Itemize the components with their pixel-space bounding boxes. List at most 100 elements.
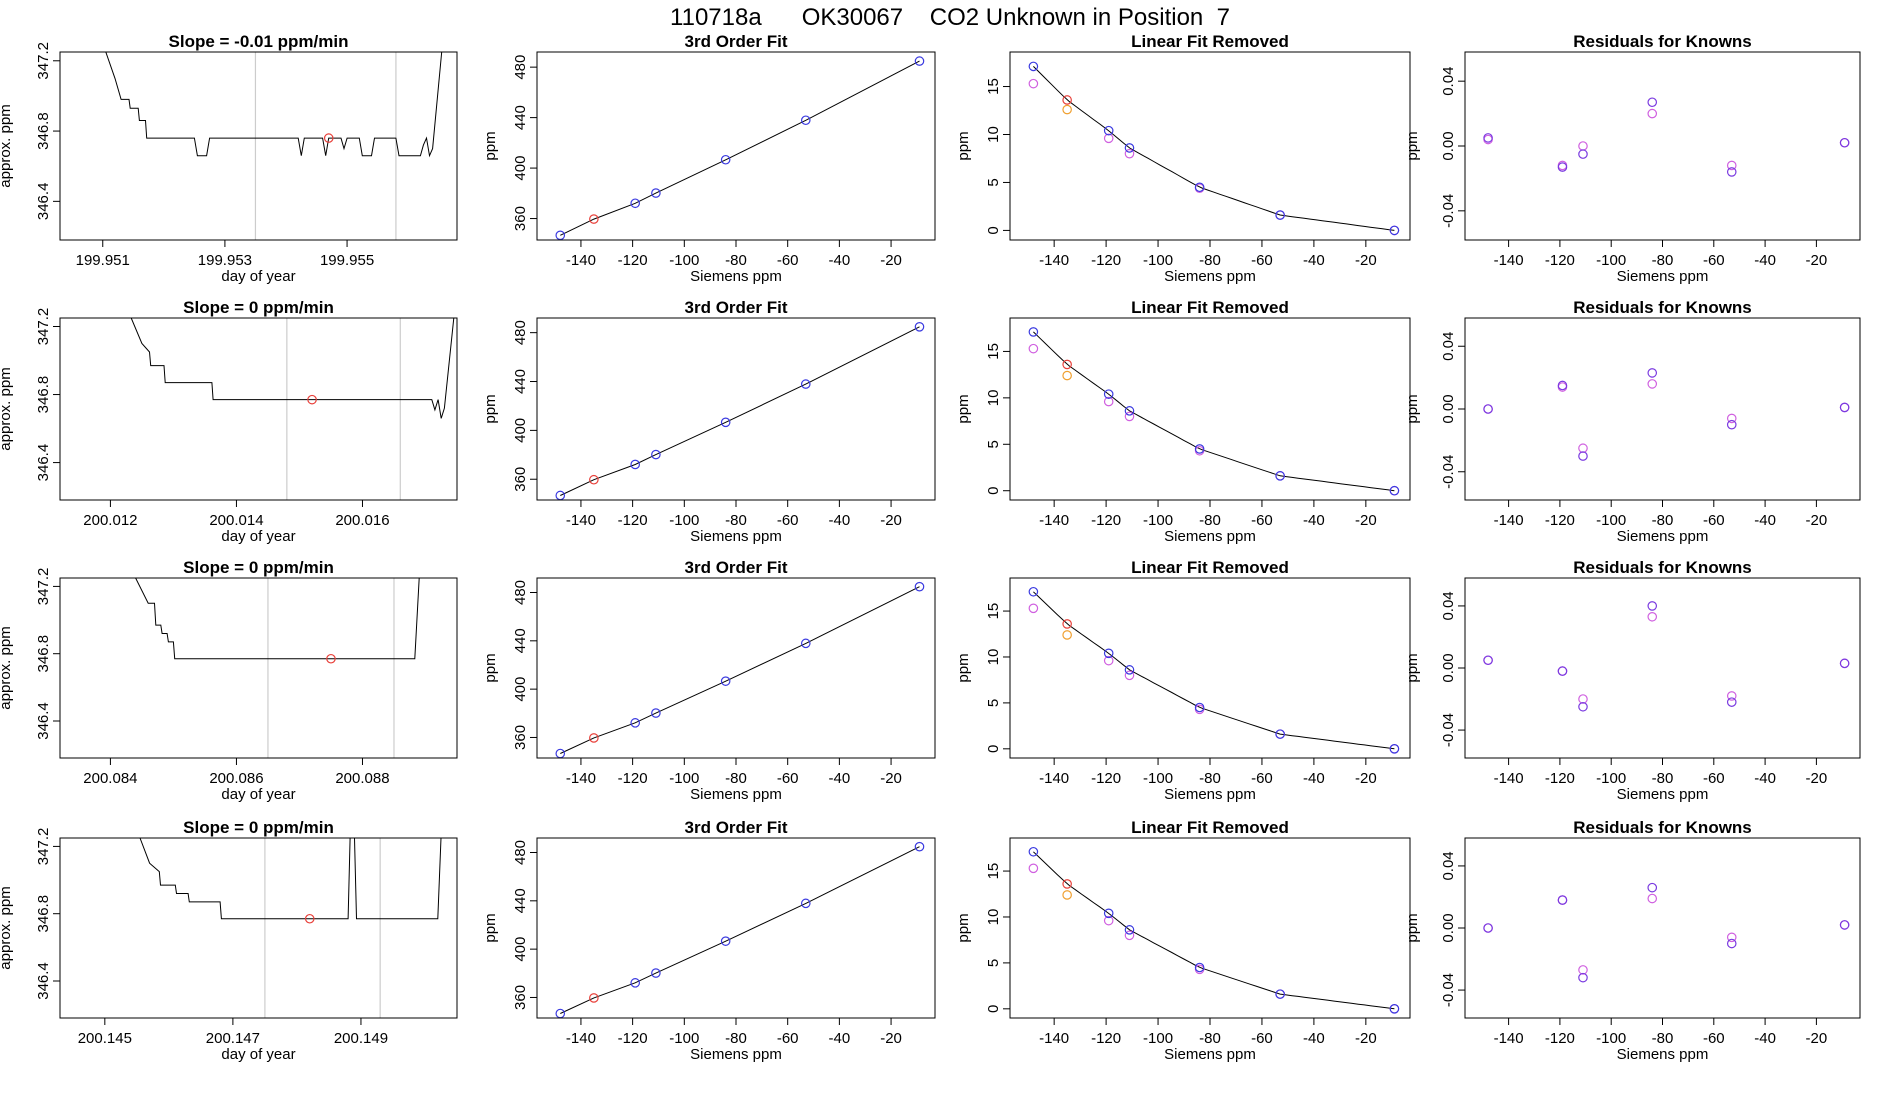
residuals-panel: Residuals for Knowns -140 -120 -100 -80 -60 -4… <box>1404 298 1861 545</box>
raw-ytick-label: 346.4 <box>35 444 52 482</box>
residuals-xtick-label: -80 <box>1652 512 1674 529</box>
residuals-xtick-label: -60 <box>1703 512 1725 529</box>
linear-removed-measured-point <box>1028 863 1039 874</box>
linear-removed-ylabel: ppm <box>955 394 972 423</box>
linear-removed-xtick-label: -60 <box>1251 252 1273 269</box>
residual-point-a <box>1647 108 1658 119</box>
fit-ytick-label: 400 <box>512 937 529 962</box>
linear-removed-xtick-label: -120 <box>1091 512 1121 529</box>
linear-removed-measured-point <box>1124 411 1135 422</box>
linear-removed-title: Linear Fit Removed <box>1131 32 1289 51</box>
fit-curve <box>560 60 920 236</box>
residual-point-b <box>1557 666 1568 676</box>
fit-known-point <box>555 490 566 501</box>
fit-xtick-label: -60 <box>777 1030 799 1047</box>
residual-point-b <box>1726 697 1737 707</box>
fit-xtick-label: -40 <box>829 512 851 529</box>
residual-point-a <box>1647 893 1658 904</box>
fit-known-point <box>630 198 641 209</box>
fit-known-point <box>630 459 641 470</box>
linear-removed-title: Linear Fit Removed <box>1131 298 1289 317</box>
fit-ytick-label: 480 <box>512 840 529 865</box>
residual-point-b <box>1647 368 1658 378</box>
raw-ytick-label: 347.2 <box>35 828 52 866</box>
linear-removed-unknown-point <box>1062 104 1072 115</box>
fit-known-point <box>555 1008 566 1019</box>
fit-xtick-label: -20 <box>880 512 902 529</box>
raw-trace-line <box>130 318 455 419</box>
residual-point-b <box>1647 97 1658 108</box>
linear-removed-panel: Linear Fit Removed -140 -120 -100 -80 -60 -40 -… <box>955 818 1411 1063</box>
linear-removed-xtick-label: -120 <box>1091 252 1121 269</box>
linear-removed-xtick-label: -40 <box>1303 1030 1325 1047</box>
raw-trace-line <box>139 838 442 920</box>
residuals-xtick-label: -40 <box>1754 1030 1776 1047</box>
linear-removed-fit-point <box>1194 962 1205 973</box>
linear-removed-ytick-label: 0 <box>985 1005 1002 1013</box>
linear-removed-xtick-label: -20 <box>1355 252 1377 269</box>
residual-point-a <box>1647 379 1658 389</box>
residuals-xtick-label: -60 <box>1703 252 1725 269</box>
fit-title: 3rd Order Fit <box>685 818 788 837</box>
raw-marker-point <box>304 913 315 924</box>
linear-removed-fit-point <box>1028 846 1039 857</box>
fit-ytick-label: 400 <box>512 418 529 443</box>
fit-unknown-point <box>589 214 599 224</box>
fit-known-point <box>914 56 925 66</box>
linear-removed-ytick-label: 10 <box>985 649 1002 666</box>
fit-xtick-label: -120 <box>618 770 648 787</box>
raw-trace-line <box>105 52 443 158</box>
fit-title: 3rd Order Fit <box>685 298 788 317</box>
linear-removed-fit-point <box>1194 444 1205 454</box>
raw-trace-line <box>135 578 420 660</box>
linear-removed-ytick-label: 5 <box>985 440 1002 448</box>
fit-xtick-label: -140 <box>566 1030 596 1047</box>
residual-point-a <box>1578 141 1588 151</box>
linear-removed-measured-point <box>1028 343 1039 354</box>
residuals-title: Residuals for Knowns <box>1573 818 1752 837</box>
fit-xtick-label: -20 <box>880 770 902 787</box>
fit-known-point <box>800 115 811 126</box>
fit-known-point <box>800 638 811 649</box>
fit-unknown-point <box>589 733 599 743</box>
fit-known-point <box>651 449 661 460</box>
residual-point-b <box>1578 451 1588 461</box>
linear-removed-fit-point <box>1389 744 1400 754</box>
linear-removed-xtick-label: -20 <box>1355 512 1377 529</box>
linear-removed-xtick-label: -80 <box>1199 1030 1221 1047</box>
linear-removed-panel: Linear Fit Removed -140 -120 -100 -80 -60 -40 -… <box>955 298 1411 545</box>
residual-point-b <box>1578 701 1588 712</box>
raw-xtick-label: 200.084 <box>83 770 137 787</box>
residual-point-b <box>1483 655 1493 666</box>
fit-known-point <box>800 379 811 389</box>
raw-ytick-label: 346.4 <box>35 183 52 221</box>
residuals-ylabel: ppm <box>1404 913 1421 942</box>
residuals-xtick-label: -80 <box>1652 252 1674 269</box>
linear-removed-panel: Linear Fit Removed -140 -120 -100 -80 -60 -40 -… <box>955 558 1411 803</box>
fit-known-point <box>720 676 731 686</box>
raw-xtick-label: 199.955 <box>320 252 374 269</box>
residuals-xtick-label: -100 <box>1596 512 1626 529</box>
fit-ytick-label: 480 <box>512 320 529 345</box>
fit-xtick-label: -140 <box>566 770 596 787</box>
linear-removed-fit-point <box>1194 702 1205 713</box>
raw-ytick-label: 346.8 <box>35 635 52 673</box>
fit-known-point <box>630 978 641 988</box>
linear-removed-ytick-label: 10 <box>985 390 1002 407</box>
linear-removed-xlabel: Siemens ppm <box>1164 528 1256 545</box>
linear-removed-ytick-label: 15 <box>985 603 1002 620</box>
fit-known-point <box>914 841 925 852</box>
raw-title: Slope = 0 ppm/min <box>183 298 334 317</box>
fit-ylabel: ppm <box>482 653 499 682</box>
raw-xlabel: day of year <box>221 528 295 545</box>
raw-xtick-label: 200.149 <box>334 1030 388 1047</box>
raw-ytick-label: 346.4 <box>35 962 52 1000</box>
residuals-frame <box>1464 837 1861 1019</box>
linear-removed-unknown-point <box>1062 890 1072 900</box>
linear-removed-ytick-label: 15 <box>985 863 1002 880</box>
residual-point-b <box>1557 895 1568 905</box>
raw-ytick-label: 347.2 <box>35 568 52 606</box>
residuals-title: Residuals for Knowns <box>1573 32 1752 51</box>
linear-removed-fit-point <box>1103 648 1114 659</box>
residuals-xtick-label: -40 <box>1754 770 1776 787</box>
